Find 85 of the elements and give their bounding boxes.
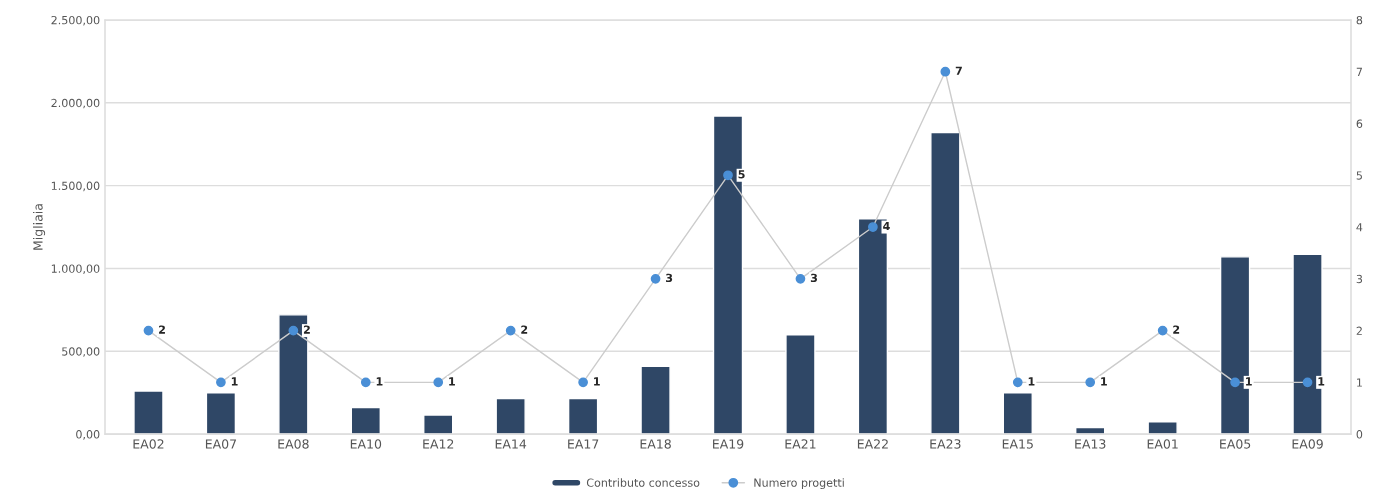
y2-tick-label: 6 bbox=[1356, 119, 1363, 128]
x-tick-label: EA18 bbox=[640, 439, 671, 449]
bar bbox=[495, 397, 526, 435]
y2-tick-label: 5 bbox=[1356, 171, 1362, 180]
bar bbox=[857, 218, 889, 435]
bar bbox=[930, 131, 961, 435]
y2-tick-label: 0 bbox=[1356, 430, 1363, 439]
point bbox=[1157, 325, 1168, 336]
x-tick-label: EA15 bbox=[1002, 439, 1033, 449]
y-tick-label: 0,00 bbox=[76, 430, 100, 440]
data-label: 1 bbox=[1318, 377, 1325, 386]
data-label: 2 bbox=[159, 325, 165, 334]
x-tick-label: EA19 bbox=[713, 439, 744, 449]
point bbox=[433, 377, 444, 388]
point bbox=[940, 66, 951, 77]
data-label: 1 bbox=[231, 377, 238, 386]
data-label: 2 bbox=[303, 325, 310, 334]
x-tick-label: EA02 bbox=[133, 439, 164, 449]
data-label: 2 bbox=[521, 325, 528, 334]
bar bbox=[133, 390, 164, 435]
x-tick-label: EA05 bbox=[1220, 439, 1251, 449]
bar bbox=[1002, 392, 1033, 435]
point bbox=[505, 325, 516, 336]
x-tick-label: EA22 bbox=[857, 439, 888, 449]
bar bbox=[1219, 256, 1251, 435]
point bbox=[795, 273, 806, 284]
data-label: 1 bbox=[449, 377, 455, 386]
y2-tick-label: 4 bbox=[1356, 223, 1363, 232]
x-tick-label: EA01 bbox=[1147, 439, 1178, 449]
bar bbox=[640, 365, 671, 435]
y2-tick-label: 1 bbox=[1357, 378, 1362, 387]
x-tick-label: EA14 bbox=[495, 439, 527, 449]
bar bbox=[785, 334, 816, 435]
bar bbox=[423, 414, 454, 435]
data-label: 5 bbox=[738, 170, 745, 179]
bar bbox=[1147, 421, 1178, 435]
x-tick-label: EA08 bbox=[278, 439, 309, 449]
y2-tick-label: 8 bbox=[1356, 15, 1363, 25]
y-tick-label: 500,00 bbox=[62, 347, 100, 357]
point bbox=[578, 377, 588, 388]
x-tick-label: EA12 bbox=[423, 439, 454, 449]
point bbox=[216, 377, 226, 388]
y-tick-label: 2.000,00 bbox=[51, 98, 100, 109]
y-tick-label: 1.500,00 bbox=[51, 181, 100, 192]
x-tick-label: EA07 bbox=[205, 439, 237, 449]
y-axis-title: Migliaia bbox=[33, 204, 46, 250]
y2-tick-label: 7 bbox=[1356, 67, 1362, 76]
x-tick-label: EA13 bbox=[1075, 439, 1106, 449]
point bbox=[1012, 377, 1023, 388]
data-label: 1 bbox=[376, 377, 383, 386]
data-label: 1 bbox=[1246, 377, 1252, 386]
data-label: 1 bbox=[1028, 377, 1035, 386]
data-label: 4 bbox=[883, 222, 890, 231]
x-tick-label: EA17 bbox=[568, 439, 599, 449]
y-tick-label: 1.000,00 bbox=[51, 264, 100, 274]
data-label: 1 bbox=[594, 377, 600, 386]
data-label: 7 bbox=[955, 66, 962, 75]
x-tick-label: EA09 bbox=[1292, 439, 1323, 449]
point bbox=[1302, 377, 1313, 388]
y2-tick-label: 2 bbox=[1356, 326, 1362, 335]
data-label: 3 bbox=[810, 273, 818, 283]
bar bbox=[567, 397, 599, 435]
data-label: 1 bbox=[1101, 377, 1107, 386]
point bbox=[723, 170, 733, 181]
bar bbox=[205, 392, 237, 435]
point bbox=[143, 325, 154, 336]
point bbox=[360, 377, 371, 388]
bar bbox=[278, 314, 309, 435]
data-label: 3 bbox=[666, 273, 673, 283]
point bbox=[288, 325, 299, 336]
y2-tick-label: 3 bbox=[1356, 274, 1363, 284]
point bbox=[650, 273, 661, 284]
x-tick-label: EA10 bbox=[350, 439, 382, 449]
legend-label: Numero progetti bbox=[754, 478, 844, 489]
x-tick-label: EA23 bbox=[930, 439, 961, 449]
x-tick-label: EA21 bbox=[785, 439, 816, 449]
point bbox=[1230, 377, 1240, 388]
bar bbox=[1292, 253, 1323, 435]
bar bbox=[350, 406, 381, 435]
point bbox=[868, 222, 878, 232]
data-label: 2 bbox=[1173, 325, 1180, 334]
bar bbox=[712, 115, 744, 435]
legend-label: Contributo concesso bbox=[586, 478, 700, 487]
y-tick-label: 2.500,00 bbox=[51, 15, 100, 26]
point bbox=[1085, 377, 1096, 388]
